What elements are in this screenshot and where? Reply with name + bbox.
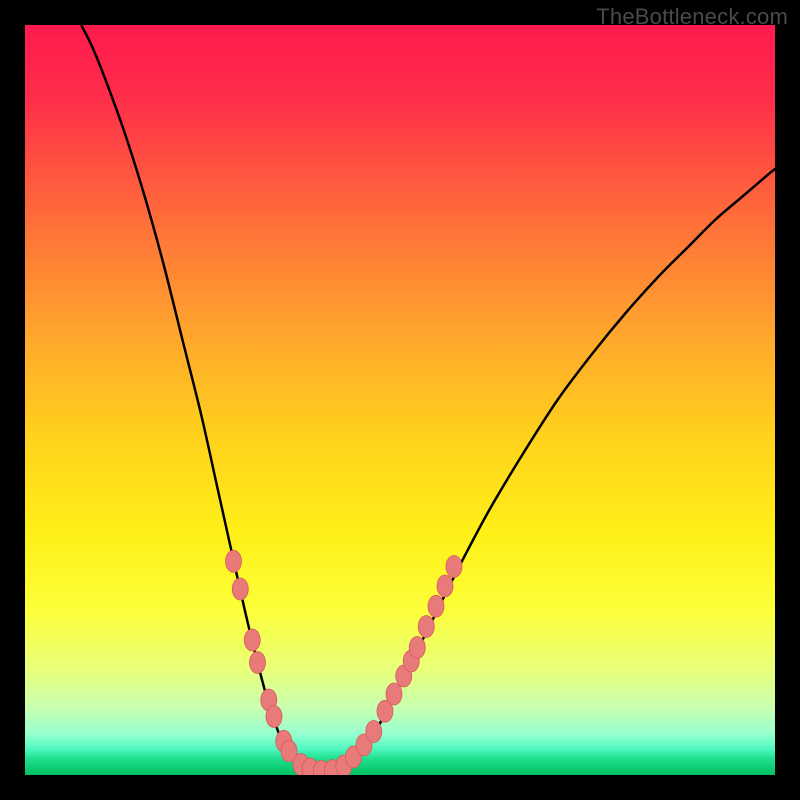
marker-point <box>409 637 425 659</box>
plot-area <box>25 25 775 775</box>
watermark-text: TheBottleneck.com <box>596 4 788 30</box>
marker-point <box>366 721 382 743</box>
marker-point <box>232 578 248 600</box>
marker-point <box>226 550 242 572</box>
chart-svg <box>25 25 775 775</box>
marker-point <box>244 629 260 651</box>
gradient-background <box>25 25 775 775</box>
marker-point <box>266 706 282 728</box>
marker-point <box>437 575 453 597</box>
marker-point <box>418 616 434 638</box>
marker-point <box>428 595 444 617</box>
marker-point <box>250 652 266 674</box>
marker-point <box>386 683 402 705</box>
marker-point <box>446 556 462 578</box>
